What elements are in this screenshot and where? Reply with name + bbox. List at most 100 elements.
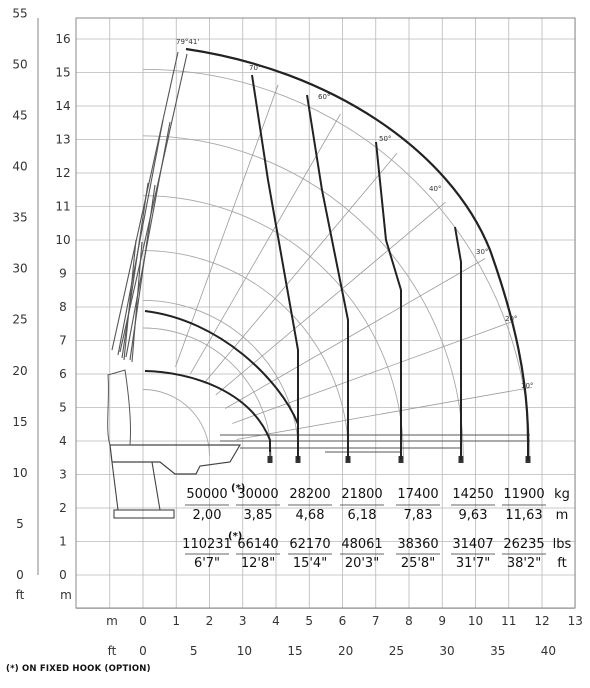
radius-arc [142,327,272,457]
crane-structure [107,51,531,519]
table-m-value: 3,85 [244,508,273,523]
table-kg-value: 30000 [237,487,278,502]
tick-label-m-vertical: 14 [55,99,70,113]
radius-arc [142,195,404,457]
tick-label-m-horizontal: 4 [272,614,280,628]
table-ft-value: 38'2" [507,556,541,571]
table-lbs-value: 62170 [289,537,330,552]
boom-section [119,53,188,353]
angle-labels: 79°41' 70° 60° 50° 40° 30° 20° 10° [176,38,533,390]
tick-label-m-vertical: 0 [59,568,67,582]
table-lbs-value: 66140 [237,537,278,552]
tick-label-m-horizontal: 3 [239,614,247,628]
tick-label-m-vertical: 3 [59,468,67,482]
tick-label-ft-vertical: 55 [12,6,27,20]
angle-label: 10° [521,382,533,390]
tick-label-ft-vertical: 35 [12,211,27,225]
radius-arc [142,250,349,457]
tick-label-ft-horizontal: 35 [490,644,505,658]
tick-label-m-horizontal: 6 [339,614,347,628]
angle-ray [225,258,486,409]
radius-arc [142,135,464,457]
table-ft-value: 12'8" [241,556,275,571]
table-unit-m: m [556,508,569,523]
load-curve [375,141,402,460]
table-unit-lbs: lbs [553,537,572,552]
angle-label: 60° [318,93,330,101]
tick-label-m-vertical: 9 [59,267,67,281]
unit-label-m-horizontal: m [106,614,118,628]
tick-label-m-vertical: 2 [59,501,67,515]
table-m-value: 4,68 [296,508,325,523]
tick-label-m-horizontal: 5 [305,614,313,628]
load-table: 50000 30000 28200 21800 17400 14250 11900 2,00 3… [182,483,571,571]
table-kg-value: 17400 [397,487,438,502]
table-m-value: 2,00 [193,508,222,523]
crane-foot [113,509,175,519]
angle-label: 50° [379,135,391,143]
tick-label-ft-vertical: 25 [12,313,27,327]
table-kg-value: 50000 [186,487,227,502]
tick-label-m-horizontal: 1 [172,614,180,628]
tick-label-m-horizontal: 7 [372,614,380,628]
hook [267,456,273,463]
tick-label-ft-vertical: 30 [12,262,27,276]
tick-label-m-vertical: 8 [59,300,67,314]
tick-label-m-vertical: 16 [55,32,70,46]
table-star-kg: (*) [231,483,245,494]
table-ft-value: 25'8" [401,556,435,571]
table-m-value: 7,83 [404,508,433,523]
load-curve [144,310,299,460]
table-kg-value: 28200 [289,487,330,502]
table-kg-value: 21800 [341,487,382,502]
tick-label-m-vertical: 4 [59,434,67,448]
table-m-value: 6,18 [348,508,377,523]
tick-label-m-vertical: 7 [59,334,67,348]
axis-labels: 0123456789101112131415160510152025303540… [12,6,583,658]
tick-label-m-vertical: 11 [55,200,70,214]
angle-label: 70° [249,64,261,72]
angle-ray [232,320,515,424]
table-lbs-value: 48061 [341,537,382,552]
tick-label-m-vertical: 1 [59,535,67,549]
angle-rays [175,84,533,440]
angle-label: 30° [476,248,488,256]
radius-arc [142,68,531,457]
load-curve [144,370,271,452]
tick-label-ft-vertical: 50 [12,57,27,71]
tick-label-ft-vertical: 5 [16,517,24,531]
tick-label-ft-vertical: 10 [12,466,27,480]
tick-label-ft-vertical: 40 [12,160,27,174]
unit-label-ft-horizontal: ft [108,644,117,658]
angle-label: 40° [429,185,441,193]
tick-label-m-vertical: 12 [55,166,70,180]
tick-label-ft-horizontal: 0 [139,644,147,658]
table-unit-ft: ft [557,556,566,571]
table-kg-value: 11900 [503,487,544,502]
load-envelope [144,47,530,460]
radius-arc [142,389,210,457]
table-m-value: 9,63 [459,508,488,523]
tick-label-m-vertical: 15 [55,66,70,80]
radius-arcs [142,68,531,457]
tick-label-m-horizontal: 0 [139,614,147,628]
tick-label-ft-horizontal: 40 [541,644,556,658]
outer-envelope [185,47,530,441]
tick-label-ft-horizontal: 20 [338,644,353,658]
tick-label-ft-horizontal: 15 [287,644,302,658]
tick-label-ft-horizontal: 30 [439,644,454,658]
boom-section [131,241,143,363]
tick-label-m-vertical: 5 [59,401,67,415]
angle-ray [190,113,341,374]
unit-label-m-vertical: m [60,588,72,602]
tick-label-m-horizontal: 13 [568,614,583,628]
load-curve [251,74,299,460]
tick-label-m-vertical: 13 [55,133,70,147]
tick-label-ft-vertical: 0 [16,568,24,582]
table-ft-value: 20'3" [345,556,379,571]
tick-label-m-horizontal: 8 [405,614,413,628]
table-ft-value: 6'7" [194,556,220,571]
table-lbs-value: 110231 [182,537,232,552]
tick-label-m-horizontal: 12 [534,614,549,628]
